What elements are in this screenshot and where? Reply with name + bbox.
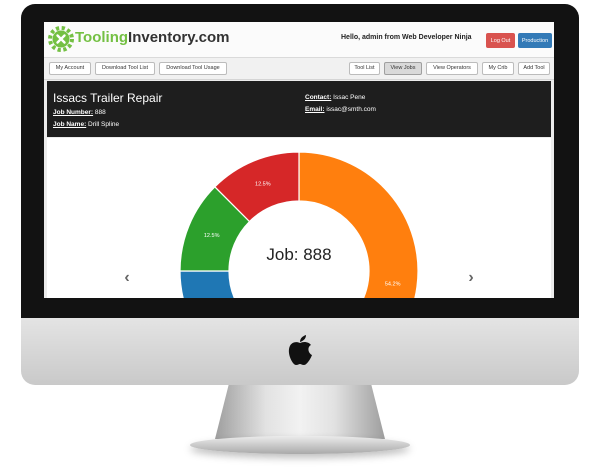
download-tool-usage-button[interactable]: Download Tool Usage <box>159 62 227 75</box>
job-name-label: Job Name: <box>53 121 87 128</box>
donut-slice-label: 54.2% <box>385 281 401 287</box>
download-tool-list-button[interactable]: Download Tool List <box>95 62 155 75</box>
gear-x-logo-icon <box>48 26 74 52</box>
brand-name-part1: Tooling <box>75 29 129 46</box>
logout-button[interactable]: Log Out <box>486 33 515 48</box>
donut-chart: 54.2% 12.5% 12.5% Job: 888 <box>179 151 419 298</box>
apple-logo-icon <box>288 335 312 365</box>
my-account-button[interactable]: My Account <box>49 62 91 75</box>
add-tool-button[interactable]: Add Tool <box>518 62 550 75</box>
brand-name-part2: Inventory.com <box>128 29 230 46</box>
job-number-label: Job Number: <box>53 109 94 116</box>
email-label: Email: <box>305 106 325 113</box>
contact-label: Contact: <box>305 94 332 101</box>
user-greeting: Hello, admin from Web Developer Ninja <box>341 34 472 41</box>
job-name-value: Drill Spline <box>88 121 120 128</box>
view-jobs-button[interactable]: View Jobs <box>384 62 422 75</box>
app-screen: ToolingInventory.com Hello, admin from W… <box>44 22 554 298</box>
carousel-prev-icon[interactable]: ‹ <box>124 269 130 286</box>
job-number-value: 888 <box>94 109 106 116</box>
donut-slice-label: 12.5% <box>204 233 220 239</box>
job-info-panel: Issacs Trailer Repair Job Number: 888 Jo… <box>47 81 551 137</box>
donut-slice-blue[interactable] <box>179 270 281 298</box>
contact-value: Issac Pene <box>333 94 366 101</box>
carousel-next-icon[interactable]: › <box>468 269 474 286</box>
donut-slice-label: 12.5% <box>255 182 271 188</box>
contact-row: Contact: Issac Pene <box>305 94 365 101</box>
production-button[interactable]: Production <box>518 33 552 48</box>
job-name-row: Job Name: Drill Spline <box>53 121 119 128</box>
monitor-stand <box>215 385 385 439</box>
job-number-row: Job Number: 888 <box>53 109 106 116</box>
email-value[interactable]: issac@smth.com <box>326 106 376 113</box>
view-operators-button[interactable]: View Operators <box>426 62 478 75</box>
top-header: ToolingInventory.com Hello, admin from W… <box>44 22 554 58</box>
chart-carousel: 54.2% 12.5% 12.5% Job: 888 ‹ › <box>47 138 551 298</box>
donut-slice-orange[interactable] <box>268 151 419 298</box>
job-title: Issacs Trailer Repair <box>53 91 163 105</box>
nav-bar: My Account Download Tool List Download T… <box>44 58 554 80</box>
tool-list-button[interactable]: Tool List <box>349 62 380 75</box>
my-crib-button[interactable]: My Crib <box>482 62 514 75</box>
donut-center-label: Job: 888 <box>266 245 331 264</box>
donut-slice-red[interactable] <box>214 151 300 223</box>
brand-logo-text[interactable]: ToolingInventory.com <box>75 29 229 46</box>
monitor-base <box>190 436 410 454</box>
email-row: Email: issac@smth.com <box>305 106 376 113</box>
